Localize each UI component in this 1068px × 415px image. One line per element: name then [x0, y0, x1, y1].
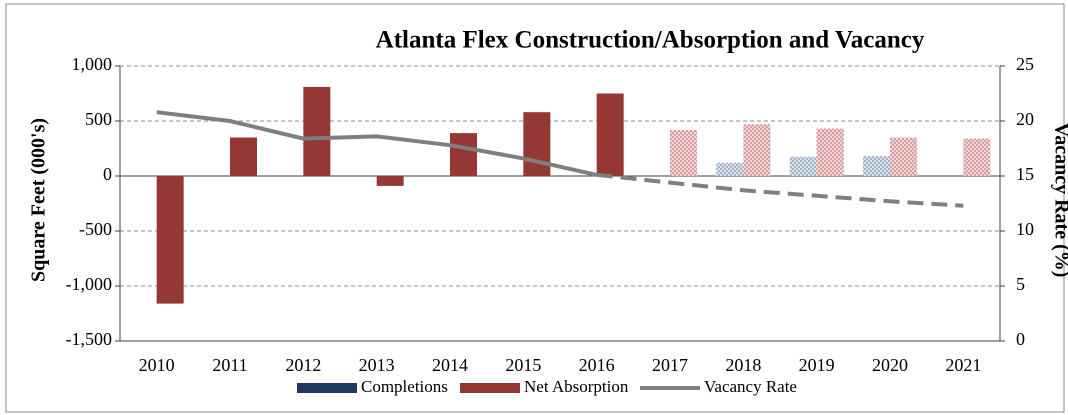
x-tick-label: 2018: [725, 355, 761, 375]
y2-tick-label: 10: [1016, 219, 1034, 239]
bar: [596, 93, 624, 176]
y2-tick-label: 25: [1016, 54, 1034, 74]
y-tick-label: -1,500: [66, 329, 113, 349]
bar: [789, 156, 817, 176]
bar: [450, 133, 477, 176]
x-tick-label: 2017: [652, 355, 688, 375]
x-tick-label: 2015: [505, 355, 541, 375]
bar: [816, 128, 844, 176]
x-tick-label: 2012: [285, 355, 321, 375]
legend-label: Completions: [361, 377, 448, 396]
line: [156, 110, 598, 177]
y2-tick-label: 0: [1016, 329, 1025, 349]
legend-swatch: [297, 383, 357, 393]
y-tick-label: -1,000: [66, 274, 113, 294]
bar: [863, 156, 890, 176]
y2-tick-label: 15: [1016, 164, 1034, 184]
bar: [743, 124, 771, 176]
bar: [303, 86, 331, 176]
legend-label: Net Absorption: [524, 377, 629, 396]
y-tick-label: -500: [79, 219, 112, 239]
bar: [376, 176, 404, 186]
chart-title: Atlanta Flex Construction/Absorption and…: [376, 27, 925, 54]
x-tick-label: 2016: [579, 355, 615, 375]
y2-tick-label: 5: [1016, 274, 1025, 294]
y-tick-label: 500: [85, 109, 112, 129]
line-forecast: [596, 172, 964, 208]
y-axis-label: Square Feet (000's): [28, 118, 50, 282]
x-tick-label: 2020: [872, 355, 908, 375]
bar: [963, 138, 991, 176]
x-tick-label: 2014: [432, 355, 468, 375]
x-tick-label: 2011: [212, 355, 247, 375]
legend-label: Vacancy Rate: [704, 377, 797, 396]
y-tick-label: 0: [103, 164, 112, 184]
bar: [156, 176, 184, 304]
bar: [670, 129, 697, 176]
x-tick-label: 2021: [945, 355, 981, 375]
y2-tick-label: 20: [1016, 109, 1034, 129]
bar: [716, 162, 744, 176]
bar: [230, 137, 257, 176]
x-tick-label: 2019: [799, 355, 835, 375]
x-tick-label: 2013: [359, 355, 395, 375]
bar: [523, 112, 551, 176]
y-tick-label: 1,000: [72, 54, 113, 74]
x-tick-label: 2010: [139, 355, 175, 375]
bar: [890, 137, 917, 176]
legend-swatch: [460, 383, 520, 393]
frame: [5, 3, 1065, 413]
y2-axis-label: Vacancy Rate (%): [1050, 123, 1068, 278]
